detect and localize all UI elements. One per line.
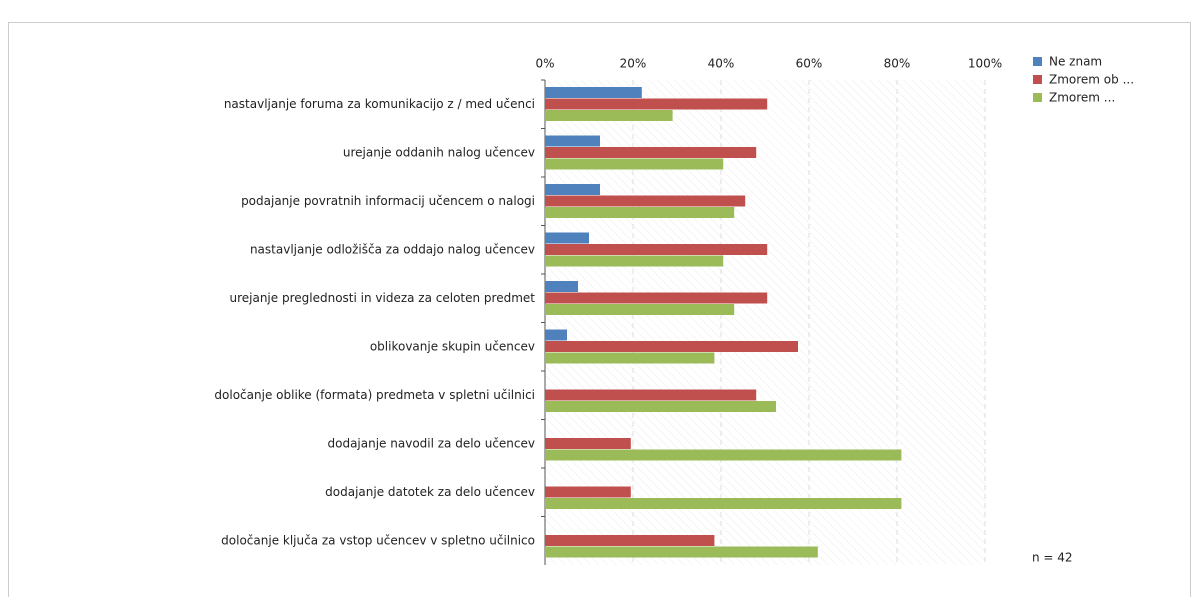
bar — [545, 232, 589, 244]
frame — [8, 22, 1191, 597]
bar — [545, 110, 673, 121]
bar — [545, 255, 724, 267]
legend-label: Zmorem ... — [1049, 91, 1115, 105]
x-tick-label: 60% — [796, 57, 823, 71]
bar — [545, 304, 735, 315]
bar — [545, 281, 578, 292]
bar — [545, 546, 818, 558]
y-tick-label: podajanje povratnih informacij učencem o… — [241, 194, 535, 208]
y-tick-label: nastavljanje odložišča za oddajo nalog u… — [250, 242, 535, 256]
bar — [545, 486, 631, 498]
y-tick-label: dodajanje datotek za delo učencev — [325, 485, 535, 499]
legend-swatch — [1033, 57, 1042, 66]
bar — [545, 449, 902, 461]
bar — [545, 147, 757, 158]
x-tick-label: 100% — [968, 57, 1002, 71]
x-tick-label: 40% — [708, 57, 735, 71]
legend-label: Ne znam — [1049, 55, 1102, 69]
bar — [545, 158, 724, 170]
bar — [545, 292, 768, 304]
bar — [545, 135, 600, 147]
bar — [545, 244, 768, 255]
bar — [545, 195, 746, 207]
bar — [545, 341, 798, 352]
legend-swatch — [1033, 93, 1042, 102]
y-tick-label: dodajanje navodil za delo učencev — [328, 436, 536, 450]
y-tick-label: določanje oblike (formata) predmeta v sp… — [214, 388, 535, 402]
y-tick-label: določanje ključa za vstop učencev v sple… — [221, 533, 535, 547]
y-tick-label: oblikovanje skupin učencev — [370, 339, 535, 353]
y-tick-label: urejanje preglednosti in videza za celot… — [229, 291, 535, 305]
y-tick-label: nastavljanje foruma za komunikacijo z / … — [224, 97, 535, 111]
bar — [545, 498, 902, 509]
bar — [545, 184, 600, 195]
bar — [545, 438, 631, 449]
x-tick-label: 20% — [620, 57, 647, 71]
bar — [545, 98, 768, 110]
annotation: n = 42 — [1032, 551, 1073, 565]
bar — [545, 87, 642, 98]
bar — [545, 535, 715, 546]
bar — [545, 389, 757, 401]
x-tick-label: 0% — [535, 57, 554, 71]
bar — [545, 352, 715, 364]
bar — [545, 329, 567, 341]
y-tick-label: urejanje oddanih nalog učencev — [343, 145, 535, 159]
bar — [545, 207, 735, 218]
legend-swatch — [1033, 75, 1042, 84]
legend-label: Zmorem ob ... — [1049, 73, 1134, 87]
x-tick-label: 80% — [884, 57, 911, 71]
bar — [545, 401, 776, 412]
